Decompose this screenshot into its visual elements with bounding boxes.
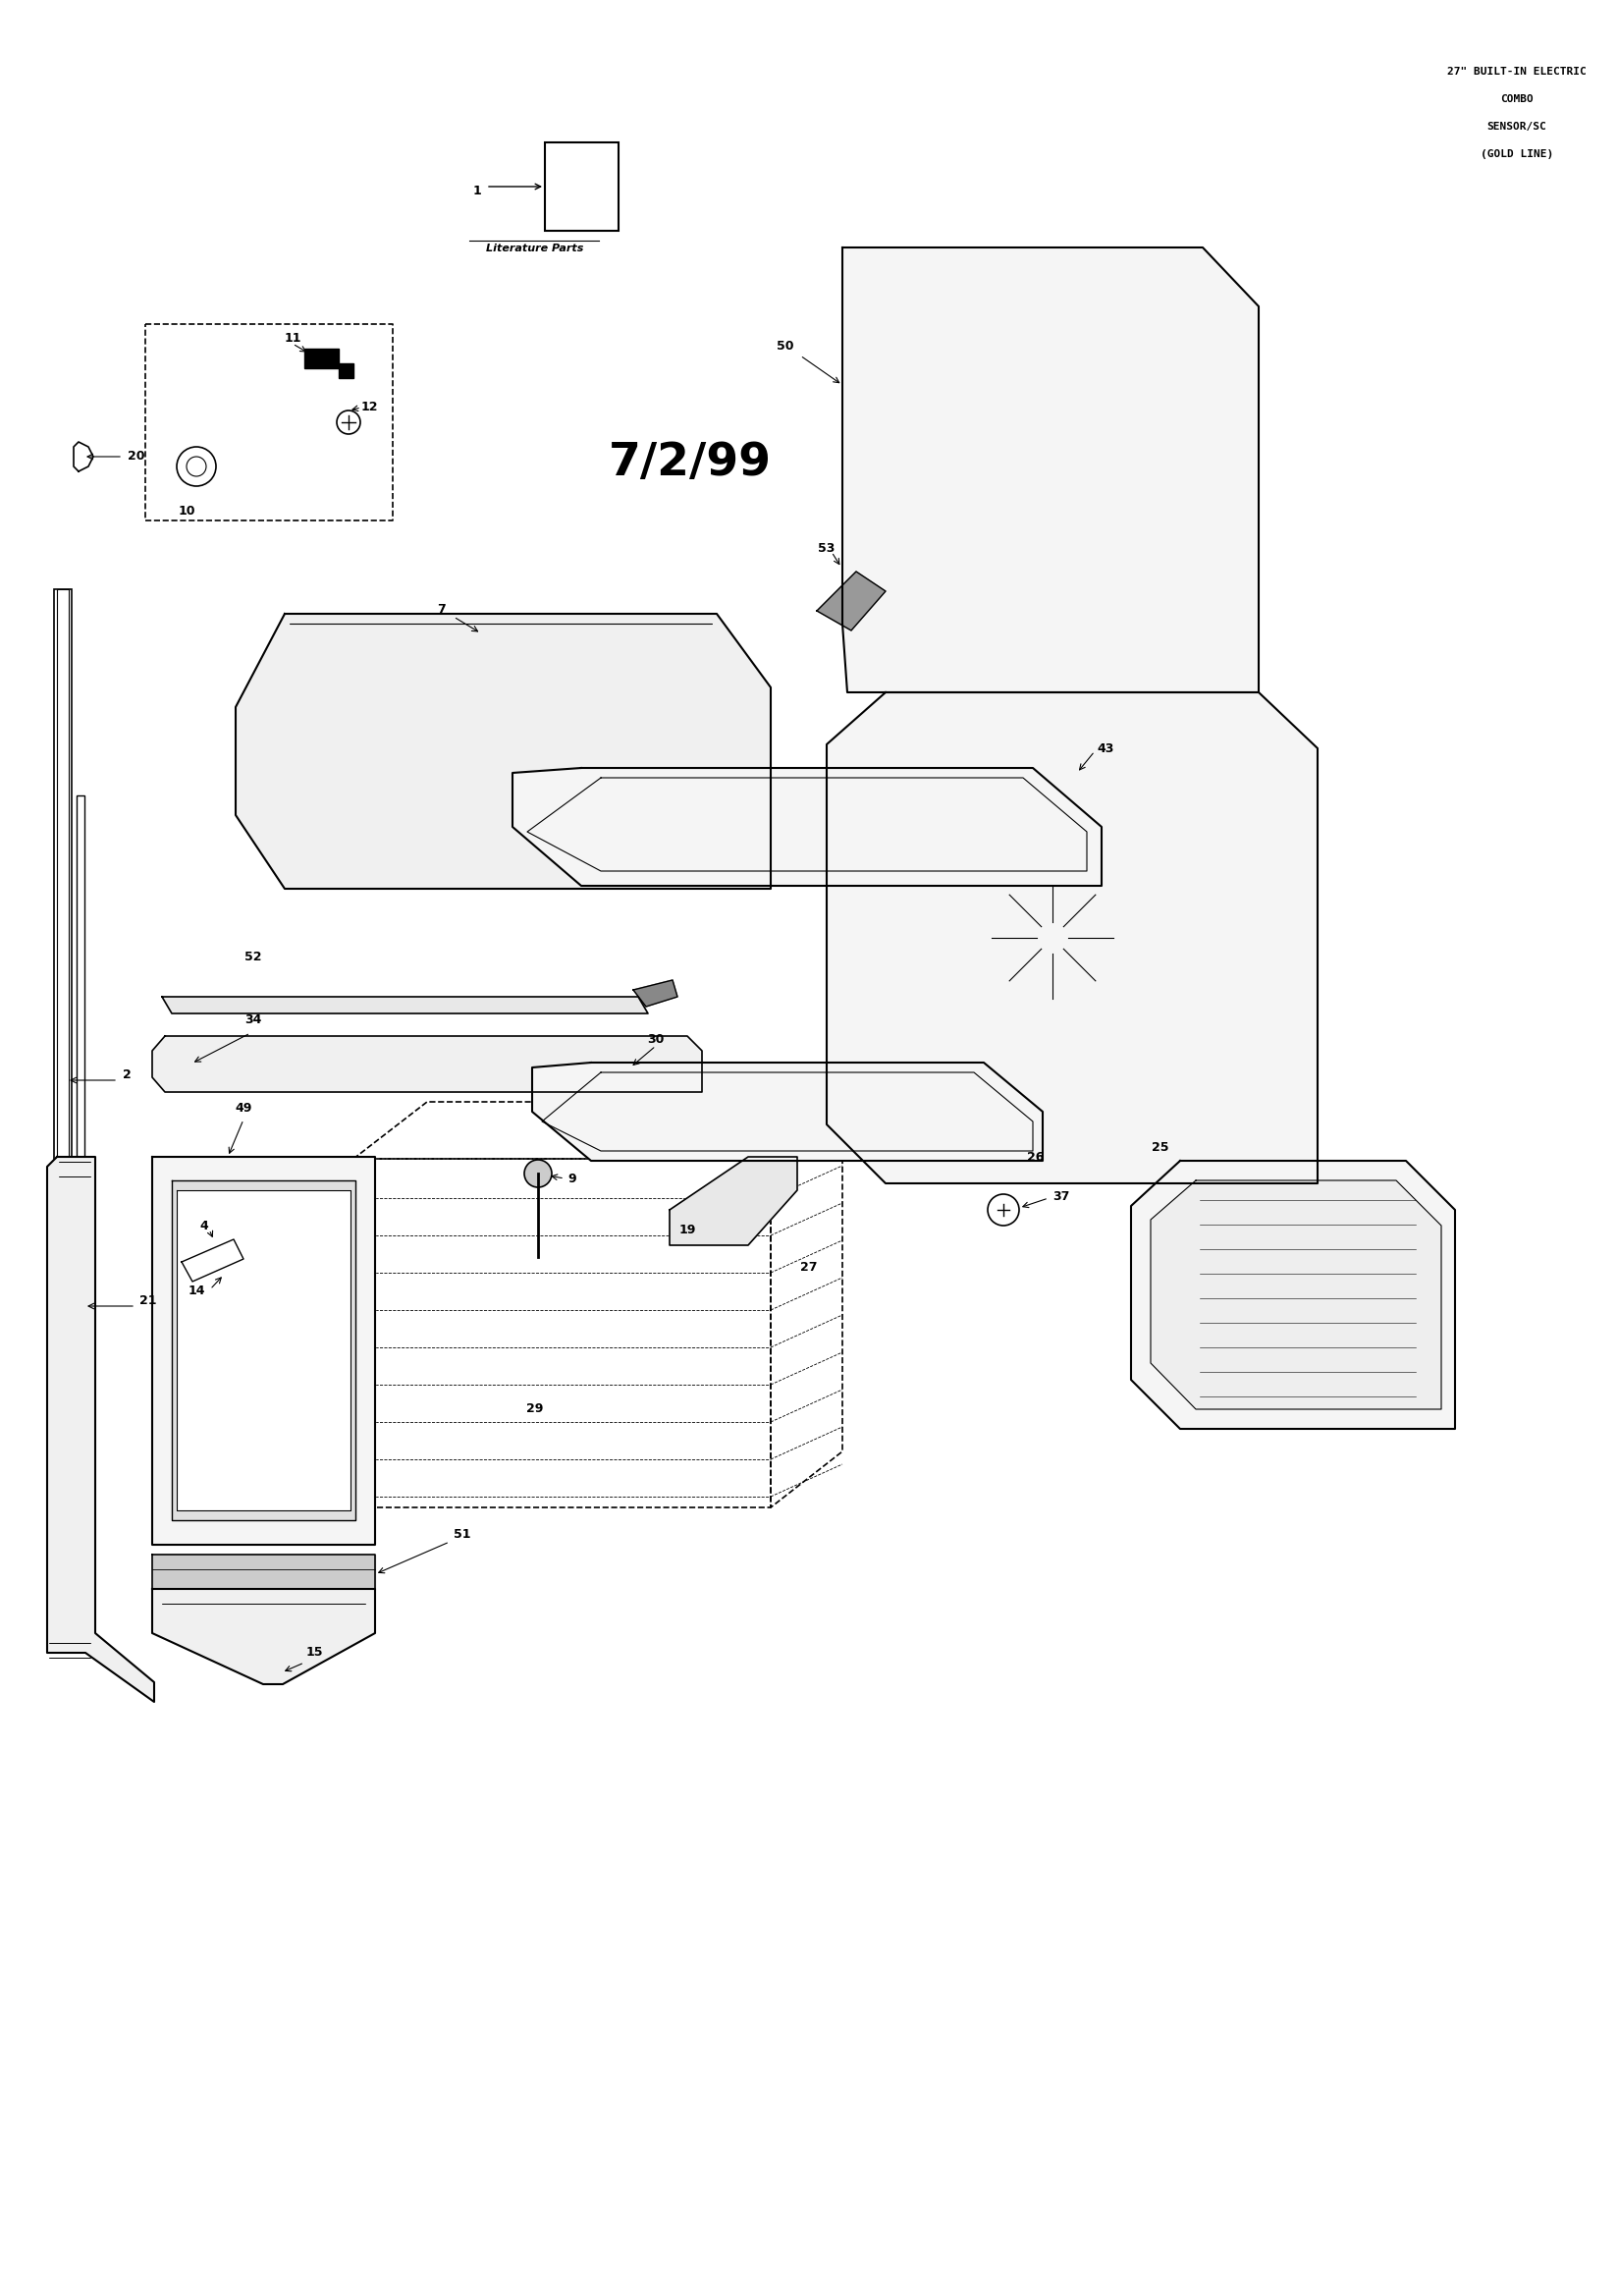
Bar <box>892 1093 932 1118</box>
Circle shape <box>621 1061 626 1065</box>
Text: 19: 19 <box>678 1224 696 1235</box>
Polygon shape <box>172 1180 356 1520</box>
Circle shape <box>427 1061 430 1065</box>
Polygon shape <box>304 349 353 379</box>
Text: 11: 11 <box>285 333 301 344</box>
Polygon shape <box>236 613 770 889</box>
Circle shape <box>197 1061 201 1065</box>
Text: 21: 21 <box>139 1295 157 1309</box>
Text: SENSOR/SC: SENSOR/SC <box>1487 122 1547 131</box>
Circle shape <box>180 1061 183 1065</box>
Text: 7: 7 <box>437 602 447 615</box>
Text: 30: 30 <box>647 1033 665 1045</box>
Circle shape <box>409 1061 413 1065</box>
Polygon shape <box>162 996 647 1013</box>
Text: 7/2/99: 7/2/99 <box>608 441 772 487</box>
Circle shape <box>338 1061 343 1065</box>
Bar <box>53 590 71 1621</box>
Text: COMBO: COMBO <box>1500 94 1534 103</box>
Bar <box>892 753 932 778</box>
Circle shape <box>568 1061 573 1065</box>
Circle shape <box>657 1061 660 1065</box>
Bar <box>57 590 68 1609</box>
Polygon shape <box>152 1035 702 1093</box>
Polygon shape <box>843 248 1259 693</box>
Text: 4: 4 <box>201 1219 209 1233</box>
Polygon shape <box>152 1589 375 1685</box>
Circle shape <box>269 1061 272 1065</box>
Text: 52: 52 <box>244 951 262 964</box>
Circle shape <box>604 1061 608 1065</box>
Circle shape <box>463 1061 466 1065</box>
Circle shape <box>303 1061 307 1065</box>
Text: 51: 51 <box>453 1527 471 1541</box>
Text: 25: 25 <box>1152 1141 1170 1153</box>
Text: 2: 2 <box>123 1070 131 1081</box>
Bar <box>76 794 84 1600</box>
Text: 49: 49 <box>235 1102 252 1114</box>
Polygon shape <box>47 1157 154 1701</box>
Text: 29: 29 <box>526 1403 544 1417</box>
Text: 37: 37 <box>1052 1189 1069 1203</box>
Polygon shape <box>1150 1180 1442 1410</box>
Circle shape <box>233 1061 236 1065</box>
Text: 1: 1 <box>472 186 481 197</box>
Circle shape <box>251 1061 254 1065</box>
Circle shape <box>445 1061 448 1065</box>
Text: 20: 20 <box>128 450 146 464</box>
Text: 14: 14 <box>188 1286 205 1297</box>
Polygon shape <box>152 1157 375 1545</box>
Polygon shape <box>513 767 1102 886</box>
Circle shape <box>586 1061 591 1065</box>
Polygon shape <box>670 1157 798 1244</box>
Text: 10: 10 <box>178 505 196 517</box>
Polygon shape <box>532 1063 1042 1162</box>
Circle shape <box>639 1061 642 1065</box>
Text: 9: 9 <box>568 1171 576 1185</box>
Polygon shape <box>633 980 678 1006</box>
Polygon shape <box>176 1189 351 1511</box>
Text: 27: 27 <box>801 1261 817 1274</box>
Polygon shape <box>817 572 885 631</box>
Text: (GOLD LINE): (GOLD LINE) <box>1480 149 1553 158</box>
Circle shape <box>550 1061 555 1065</box>
Circle shape <box>498 1061 502 1065</box>
Circle shape <box>481 1061 484 1065</box>
Bar <box>545 142 618 232</box>
Polygon shape <box>827 693 1317 1182</box>
Circle shape <box>516 1061 519 1065</box>
Circle shape <box>675 1061 678 1065</box>
Circle shape <box>320 1061 325 1065</box>
Circle shape <box>524 1159 552 1187</box>
Text: 12: 12 <box>361 402 379 413</box>
Text: 43: 43 <box>1097 742 1113 755</box>
Circle shape <box>356 1061 361 1065</box>
Text: Literature Parts: Literature Parts <box>487 243 584 253</box>
Text: 53: 53 <box>819 542 835 553</box>
Circle shape <box>286 1061 290 1065</box>
Text: 50: 50 <box>777 340 794 351</box>
Text: 26: 26 <box>1027 1150 1044 1164</box>
Circle shape <box>374 1061 379 1065</box>
Circle shape <box>215 1061 218 1065</box>
Polygon shape <box>181 1240 243 1281</box>
Text: 34: 34 <box>244 1013 262 1026</box>
Circle shape <box>392 1061 396 1065</box>
Polygon shape <box>1131 1162 1455 1428</box>
Polygon shape <box>152 1554 375 1589</box>
Circle shape <box>532 1061 537 1065</box>
Text: 27" BUILT-IN ELECTRIC: 27" BUILT-IN ELECTRIC <box>1446 67 1587 76</box>
Text: 15: 15 <box>306 1646 324 1660</box>
